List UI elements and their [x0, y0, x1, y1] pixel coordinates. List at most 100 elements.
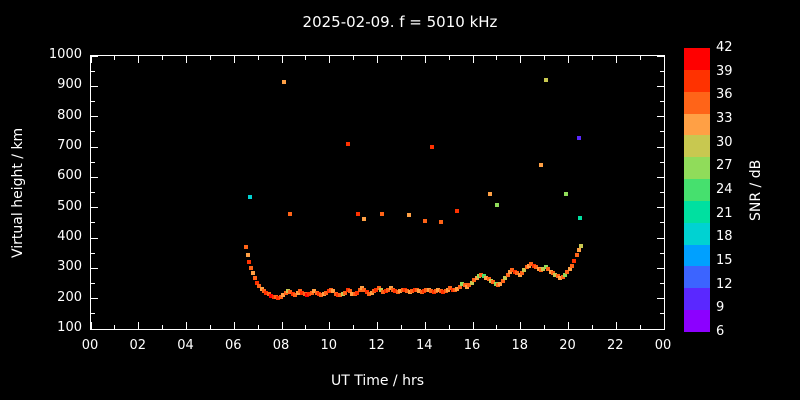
data-point	[433, 289, 438, 294]
axis-tick	[90, 56, 92, 63]
data-point	[283, 291, 288, 296]
axis-tick	[91, 298, 98, 300]
axis-tick	[91, 70, 95, 72]
axis-tick	[377, 322, 378, 329]
axis-tick	[424, 56, 426, 63]
axis-tick	[657, 328, 664, 330]
data-point	[517, 272, 522, 277]
colorbar-tick-label: 9	[716, 300, 725, 316]
data-point	[259, 286, 264, 291]
colorbar-segment	[684, 179, 710, 201]
axis-tick	[91, 146, 98, 148]
data-point	[305, 293, 310, 298]
axis-tick	[91, 328, 98, 330]
data-point	[295, 291, 300, 296]
data-point	[578, 244, 583, 249]
data-point	[328, 287, 333, 292]
axis-tick	[91, 237, 98, 239]
data-point	[496, 283, 501, 288]
data-point	[486, 277, 491, 282]
x-tick-label: 12	[368, 338, 385, 353]
colorbar-label: SNR / dB	[748, 159, 764, 221]
colorbar-tick-label: 18	[716, 229, 733, 245]
data-point	[422, 289, 427, 294]
axis-tick	[233, 56, 235, 63]
data-point	[548, 269, 553, 274]
axis-tick	[91, 116, 98, 118]
data-point	[431, 290, 436, 295]
axis-tick	[209, 56, 211, 60]
axis-tick	[660, 131, 664, 133]
axis-tick	[353, 56, 355, 60]
x-tick-label: 10	[320, 338, 338, 353]
axis-tick	[660, 70, 664, 72]
plot-area	[90, 55, 665, 330]
axis-tick	[544, 56, 546, 60]
data-point	[572, 259, 577, 264]
x-tick-label: 00	[654, 338, 672, 353]
colorbar-tick-label: 39	[716, 63, 733, 79]
colorbar-segment	[684, 222, 710, 245]
axis-tick	[114, 56, 116, 60]
data-point	[534, 265, 539, 270]
axis-tick	[660, 222, 664, 224]
data-point	[254, 280, 259, 285]
axis-tick	[281, 56, 283, 63]
axis-tick	[305, 325, 307, 329]
data-point	[443, 289, 448, 294]
data-point	[307, 292, 312, 297]
x-tick-label: 00	[81, 338, 99, 353]
data-point	[512, 269, 517, 274]
data-point	[543, 78, 548, 83]
axis-tick	[91, 207, 98, 209]
axis-tick	[520, 56, 522, 63]
axis-tick	[568, 56, 569, 63]
data-point	[312, 289, 317, 294]
data-point	[436, 288, 441, 293]
data-point	[402, 288, 407, 293]
data-point	[515, 271, 520, 276]
data-point	[550, 271, 555, 276]
data-point	[302, 292, 307, 297]
axis-tick	[91, 283, 95, 284]
axis-tick	[91, 313, 95, 315]
data-point	[457, 284, 462, 289]
data-point	[369, 290, 374, 295]
x-axis-label: UT Time / hrs	[330, 373, 425, 389]
axis-tick	[663, 56, 665, 63]
data-point	[264, 290, 269, 295]
data-point	[281, 293, 286, 298]
data-point	[412, 287, 417, 292]
axis-tick	[91, 252, 95, 254]
y-tick-label: 100	[57, 320, 82, 335]
data-point	[321, 292, 326, 297]
data-point	[546, 266, 551, 271]
data-point	[324, 290, 329, 295]
axis-tick	[657, 116, 664, 118]
data-point	[564, 192, 569, 197]
data-point	[250, 271, 255, 276]
data-point	[491, 280, 496, 285]
y-tick-label: 300	[57, 259, 82, 275]
axis-tick	[91, 101, 95, 102]
axis-tick	[544, 325, 546, 329]
data-point	[367, 291, 372, 296]
axis-tick	[91, 85, 98, 87]
data-point	[455, 208, 460, 213]
data-point	[536, 266, 541, 271]
data-point	[445, 287, 450, 292]
data-point	[345, 287, 350, 292]
data-point	[510, 268, 515, 273]
data-point	[262, 288, 267, 293]
data-point	[398, 289, 403, 294]
axis-tick	[138, 56, 140, 63]
colorbar-tick-label: 24	[716, 182, 733, 197]
data-point	[247, 259, 252, 264]
colorbar-tick-label: 15	[716, 253, 733, 268]
colorbar-segment	[684, 48, 710, 70]
data-point	[355, 290, 360, 295]
data-point	[574, 252, 579, 257]
data-point	[455, 287, 460, 292]
data-point	[448, 286, 453, 291]
